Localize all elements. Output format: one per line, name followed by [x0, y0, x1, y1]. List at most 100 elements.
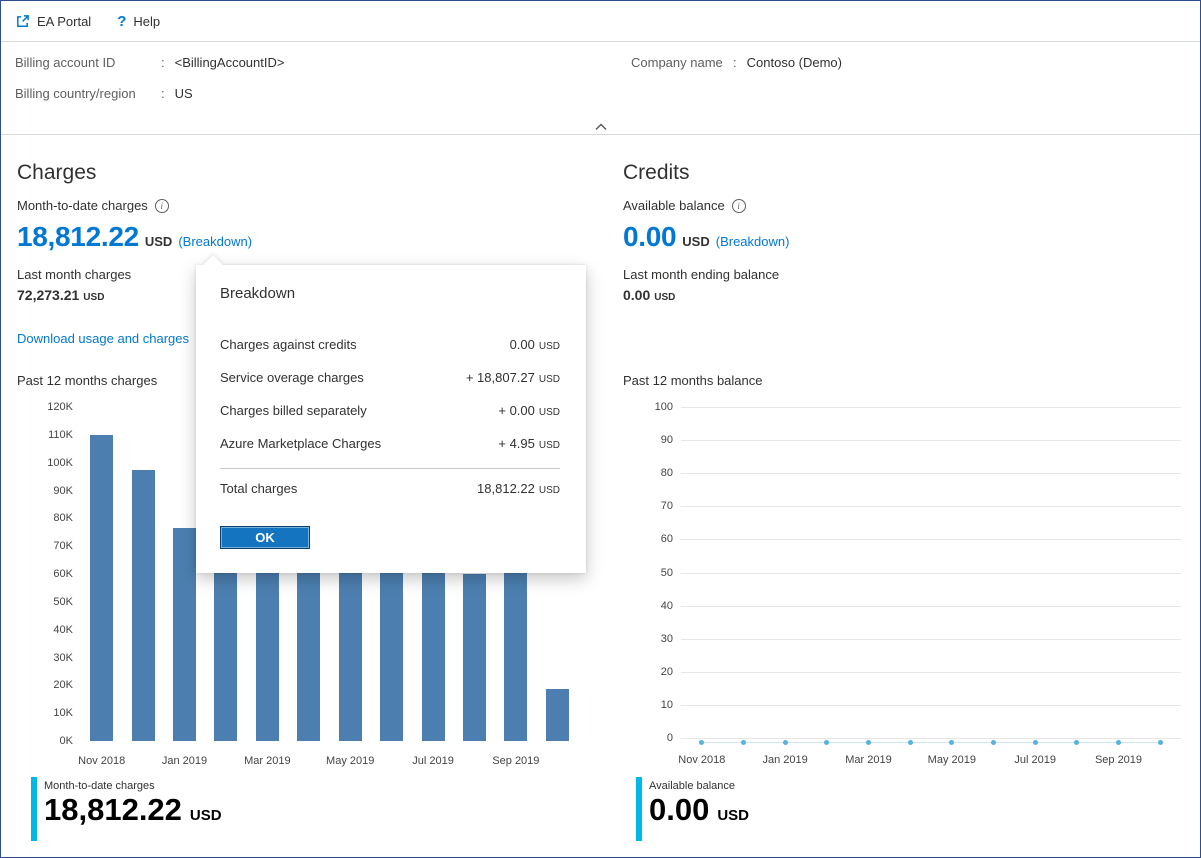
y-tick-label: 40K	[53, 623, 73, 636]
bar-jul-2019	[421, 568, 445, 741]
last-month-charges-label: Last month charges	[17, 267, 132, 282]
balance-summary-label: Available balance	[649, 780, 736, 792]
mtd-summary: Month-to-date charges 18,812.22 USD	[31, 777, 222, 841]
gridline	[681, 671, 1181, 673]
breakdown-row-value: 0.00 USD	[510, 337, 560, 352]
last-month-charges-value-row: 72,273.21 USD	[17, 287, 104, 303]
y-tick-label: 20K	[53, 679, 73, 692]
balance-line	[701, 742, 1161, 743]
breakdown-row: Service overage charges + 18,807.27 USD	[220, 361, 560, 394]
breakdown-row-currency: USD	[538, 341, 560, 352]
bar-dec-2018	[131, 470, 155, 741]
popup-caret	[203, 255, 223, 275]
bar-nov-2018	[90, 435, 114, 741]
last-month-charges-currency: USD	[83, 292, 105, 303]
available-balance-currency: USD	[682, 234, 710, 249]
data-point	[991, 739, 996, 745]
available-balance-value: 0.00	[623, 221, 677, 252]
ea-portal-label: EA Portal	[37, 13, 92, 29]
y-tick-label: 100K	[47, 456, 73, 469]
download-usage-link[interactable]: Download usage and charges	[17, 331, 190, 346]
company-name-value: Contoso (Demo)	[746, 55, 842, 70]
x-tick-label: May 2019	[326, 755, 375, 767]
help-label: Help	[133, 13, 161, 29]
breakdown-row-label: Azure Marketplace Charges	[220, 436, 382, 451]
topbar: EA Portal ? Help	[1, 1, 1200, 42]
billing-account-id-field: Billing account ID : <BillingAccountID>	[15, 55, 284, 70]
gridline	[681, 407, 1181, 408]
y-tick-label: 80	[660, 467, 673, 480]
billing-country-field: Billing country/region : US	[15, 86, 193, 101]
balance-summary: Available balance 0.00 USD	[636, 777, 749, 841]
y-tick-label: 90	[660, 434, 673, 447]
x-tick-label: May 2019	[927, 754, 976, 766]
gridline	[681, 738, 1181, 739]
gridline	[681, 572, 1181, 574]
mtd-charges-value: 18,812.22	[17, 221, 139, 252]
colon-separator: :	[161, 55, 165, 70]
x-tick-label: Nov 2018	[78, 755, 126, 767]
billing-account-panel: Billing account ID : <BillingAccountID> …	[1, 42, 1200, 135]
y-tick-label: 30	[660, 632, 673, 645]
breakdown-row-currency: USD	[538, 374, 560, 385]
breakdown-popup: Breakdown Charges against credits 0.00 U…	[196, 255, 586, 573]
external-link-icon	[15, 14, 30, 29]
data-point	[1157, 739, 1163, 745]
mtd-charges-label-row: Month-to-date charges i	[17, 198, 169, 213]
gridline	[681, 506, 1181, 508]
bar-apr-2019	[297, 552, 321, 741]
breakdown-row: Charges billed separately + 0.00 USD	[220, 394, 560, 427]
breakdown-total-label: Total charges	[220, 481, 298, 496]
bar-jun-2019	[380, 563, 404, 741]
y-tick-label: 60K	[53, 568, 73, 580]
charges-chart-title: Past 12 months charges	[17, 373, 158, 388]
chevron-up-icon	[595, 119, 607, 134]
y-tick-label: 60	[660, 533, 673, 546]
x-tick-label: Mar 2019	[244, 755, 291, 767]
collapse-panel-button[interactable]	[587, 121, 615, 133]
x-tick-label: Jan 2019	[762, 754, 808, 766]
y-tick-label: 90K	[53, 484, 73, 497]
gridline	[681, 539, 1181, 541]
mtd-summary-value: 18,812.22	[44, 792, 182, 827]
colon-separator: :	[161, 86, 165, 101]
ok-button[interactable]: OK	[220, 526, 310, 549]
mtd-charges-label: Month-to-date charges	[17, 198, 148, 213]
data-point	[1032, 739, 1038, 745]
balance-summary-value: 0.00	[649, 792, 710, 827]
bar-aug-2019	[462, 574, 486, 741]
info-icon[interactable]: i	[154, 198, 169, 213]
available-balance-value-row: 0.00 USD (Breakdown)	[623, 221, 789, 253]
y-tick-label: 40	[660, 599, 673, 612]
charges-breakdown-link[interactable]: (Breakdown)	[178, 234, 253, 249]
charges-chart: 0K 10K 20K 30K 40K 50K 60K 70K 80K 90K 100K 110K 120…	[17, 399, 595, 781]
ea-portal-link[interactable]: EA Portal	[15, 14, 91, 29]
gridline	[681, 704, 1181, 706]
x-tick-label: Jul 2019	[1014, 754, 1056, 766]
x-tick-label: Mar 2019	[845, 754, 892, 766]
last-month-balance-value-row: 0.00 USD	[623, 287, 675, 303]
y-tick-label: 20	[660, 665, 673, 678]
y-tick-label: 120K	[47, 401, 73, 413]
breakdown-row: Charges against credits 0.00 USD	[220, 328, 560, 361]
bar-jan-2019	[173, 528, 197, 741]
y-tick-label: 0K	[59, 735, 73, 747]
x-tick-label: Jul 2019	[412, 755, 454, 767]
credits-breakdown-link[interactable]: (Breakdown)	[715, 234, 790, 249]
help-link[interactable]: ? Help	[117, 13, 160, 30]
company-name-label: Company name	[631, 55, 723, 70]
bar-sep-2019	[504, 540, 528, 741]
last-month-balance-value: 0.00	[623, 287, 651, 303]
billing-country-label: Billing country/region	[15, 86, 136, 101]
breakdown-row-currency: USD	[538, 407, 560, 418]
breakdown-row-label: Charges billed separately	[220, 403, 367, 418]
info-icon[interactable]: i	[731, 198, 746, 213]
accent-bar	[636, 777, 642, 841]
x-tick-label: Nov 2018	[678, 754, 726, 766]
breakdown-row-label: Service overage charges	[220, 370, 364, 385]
data-point	[866, 739, 871, 745]
mtd-charges-currency: USD	[144, 234, 173, 249]
mtd-summary-label: Month-to-date charges	[44, 780, 155, 792]
data-point	[1074, 739, 1080, 745]
